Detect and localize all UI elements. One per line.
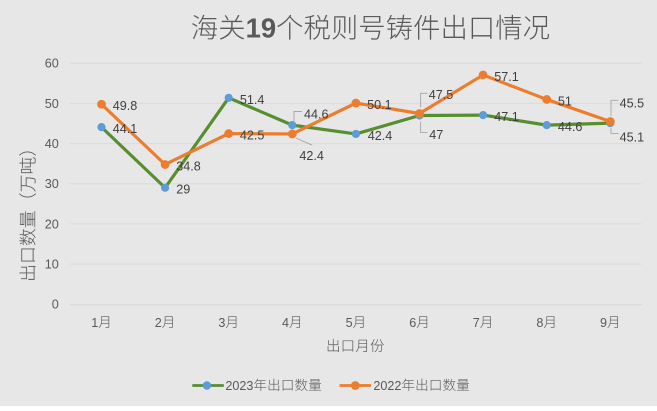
svg-text:44.1: 44.1	[113, 122, 138, 136]
svg-text:30: 30	[45, 177, 59, 191]
svg-text:60: 60	[45, 57, 59, 71]
svg-text:45.1: 45.1	[620, 130, 645, 144]
svg-text:57.1: 57.1	[494, 70, 519, 84]
svg-text:5: 5	[346, 316, 353, 330]
svg-text:9: 9	[600, 316, 607, 330]
svg-text:42.5: 42.5	[240, 129, 265, 143]
svg-text:34.8: 34.8	[176, 159, 201, 173]
svg-text:47: 47	[429, 128, 443, 142]
svg-text:2022: 2022	[373, 379, 401, 393]
svg-text:42.4: 42.4	[299, 149, 324, 163]
svg-text:7: 7	[473, 316, 480, 330]
svg-text:51: 51	[558, 94, 572, 108]
svg-text:8: 8	[536, 316, 543, 330]
svg-text:47.5: 47.5	[429, 88, 454, 102]
svg-text:40: 40	[45, 137, 59, 151]
svg-text:50: 50	[45, 97, 59, 111]
svg-text:20: 20	[45, 217, 59, 231]
svg-text:3: 3	[218, 316, 225, 330]
svg-text:44.6: 44.6	[558, 120, 583, 134]
svg-text:49.8: 49.8	[113, 99, 138, 113]
svg-text:4: 4	[282, 316, 289, 330]
svg-text:1: 1	[91, 316, 98, 330]
svg-text:51.4: 51.4	[240, 93, 265, 107]
svg-text:0: 0	[52, 298, 59, 312]
svg-text:19: 19	[246, 13, 276, 44]
svg-text:2023: 2023	[225, 379, 253, 393]
svg-text:29: 29	[176, 183, 190, 197]
svg-text:45.5: 45.5	[620, 97, 645, 111]
svg-text:2: 2	[155, 316, 162, 330]
svg-text:10: 10	[45, 257, 59, 271]
svg-text:47.1: 47.1	[494, 110, 519, 124]
svg-text:44.6: 44.6	[304, 108, 329, 122]
svg-text:6: 6	[409, 316, 416, 330]
svg-text:50.1: 50.1	[367, 98, 392, 112]
svg-text:42.4: 42.4	[368, 129, 393, 143]
